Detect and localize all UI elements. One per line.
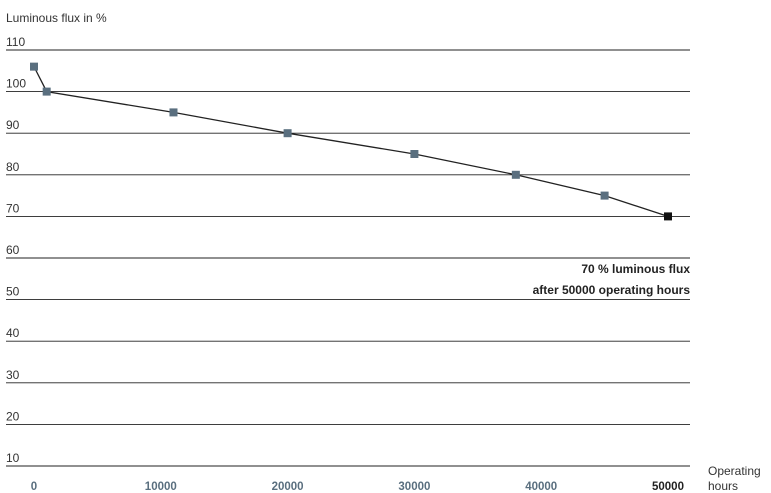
annotation: 70 % luminous flux after 50000 operating… (533, 262, 691, 297)
y-tick-50: 50 (6, 285, 20, 299)
gridlines (6, 49, 690, 467)
data-point-1000 (42, 87, 51, 96)
y-tick-30: 30 (6, 368, 20, 382)
x-axis-label: Operating hours (708, 464, 761, 493)
data-point-20000 (283, 129, 292, 138)
data-point-11000 (169, 108, 178, 117)
y-tick-labels: 10 20 30 40 50 60 70 80 90 100 110 (6, 35, 26, 465)
x-tick-0: 0 (31, 481, 37, 493)
y-axis-label: Luminous flux in % (6, 11, 107, 25)
data-point-0 (30, 62, 38, 71)
y-tick-70: 70 (6, 201, 20, 215)
series-group (30, 62, 672, 221)
y-tick-110: 110 (6, 35, 25, 49)
y-tick-90: 90 (6, 118, 20, 132)
x-tick-40000: 40000 (525, 481, 557, 493)
x-tick-20000: 20000 (272, 481, 304, 493)
series-line (33, 66, 669, 218)
y-tick-60: 60 (6, 243, 20, 257)
annotation-line-1: 70 % luminous flux (581, 262, 690, 276)
x-tick-10000: 10000 (145, 481, 177, 493)
y-tick-80: 80 (6, 160, 20, 174)
annotation-line-2: after 50000 operating hours (533, 283, 691, 297)
x-tick-30000: 30000 (398, 481, 430, 493)
y-tick-100: 100 (6, 77, 26, 91)
data-point-50000 (664, 212, 672, 221)
data-point-30000 (410, 150, 419, 158)
x-axis-label-line-1: Operating (708, 464, 761, 478)
x-tick-50000: 50000 (652, 481, 684, 493)
x-axis-label-line-2: hours (708, 479, 738, 493)
y-tick-10: 10 (6, 451, 20, 465)
x-tick-labels: 0 10000 20000 30000 40000 50000 (31, 481, 684, 493)
data-point-45000 (600, 191, 609, 200)
y-tick-40: 40 (6, 326, 20, 340)
y-tick-20: 20 (6, 409, 20, 423)
data-point-38000 (511, 170, 520, 179)
